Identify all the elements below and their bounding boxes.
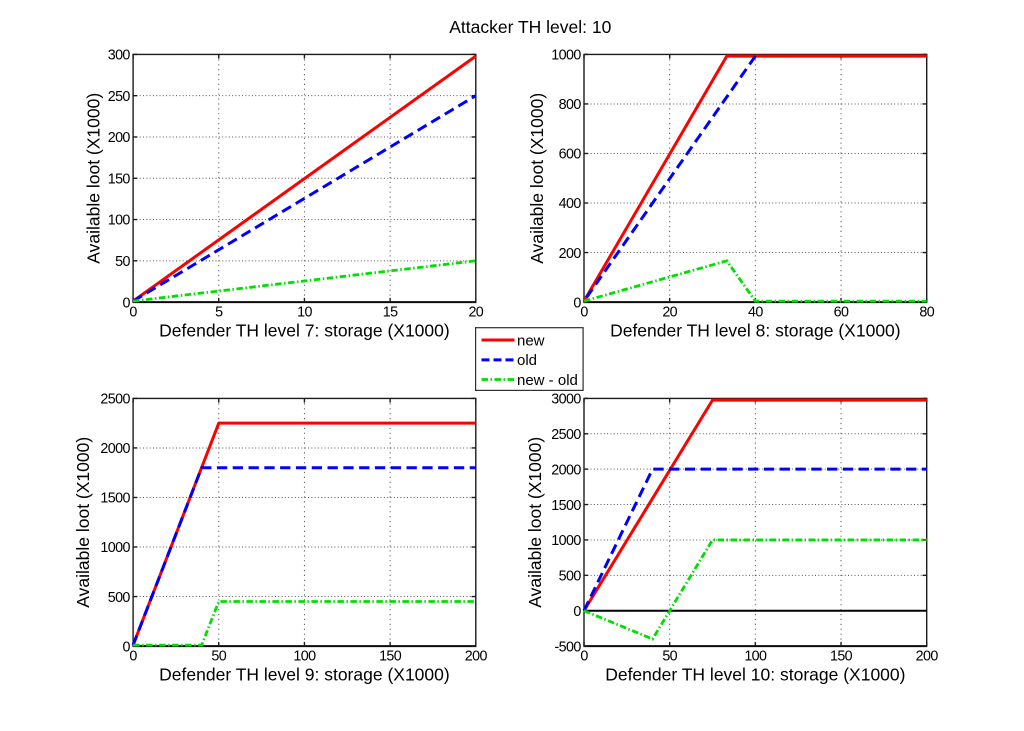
svg-text:250: 250 <box>108 89 131 105</box>
svg-text:0: 0 <box>129 649 137 665</box>
svg-text:10: 10 <box>297 305 312 321</box>
svg-text:20: 20 <box>662 305 677 321</box>
svg-text:Defender TH level 9: storage (: Defender TH level 9: storage (X1000) <box>159 664 450 684</box>
svg-text:2000: 2000 <box>551 462 581 478</box>
svg-text:new - old: new - old <box>517 372 578 389</box>
svg-text:100: 100 <box>293 649 316 665</box>
svg-text:50: 50 <box>115 254 130 270</box>
svg-text:Defender TH level 7: storage (: Defender TH level 7: storage (X1000) <box>159 320 450 340</box>
svg-text:400: 400 <box>559 196 582 212</box>
svg-text:0: 0 <box>129 305 137 321</box>
svg-text:Defender TH level 8: storage (: Defender TH level 8: storage (X1000) <box>610 320 901 340</box>
svg-text:1000: 1000 <box>551 48 581 64</box>
svg-text:100: 100 <box>744 649 767 665</box>
svg-text:20: 20 <box>468 305 483 321</box>
svg-text:60: 60 <box>834 305 849 321</box>
svg-text:Available loot (X1000): Available loot (X1000) <box>525 437 545 608</box>
svg-text:500: 500 <box>108 590 131 606</box>
svg-text:0: 0 <box>573 295 581 311</box>
svg-text:3000: 3000 <box>551 392 581 408</box>
svg-text:1000: 1000 <box>100 540 130 556</box>
svg-text:0: 0 <box>573 604 581 620</box>
svg-text:600: 600 <box>559 147 582 163</box>
svg-text:2500: 2500 <box>100 392 130 408</box>
svg-text:150: 150 <box>830 649 853 665</box>
svg-text:200: 200 <box>916 649 939 665</box>
svg-text:50: 50 <box>662 649 677 665</box>
svg-text:0: 0 <box>122 639 130 655</box>
svg-text:100: 100 <box>108 213 131 229</box>
svg-text:Available loot (X1000): Available loot (X1000) <box>73 437 93 608</box>
svg-text:80: 80 <box>919 305 934 321</box>
svg-text:1500: 1500 <box>100 491 130 507</box>
svg-text:Attacker TH level: 10: Attacker TH level: 10 <box>449 17 611 37</box>
svg-text:Available loot (X1000): Available loot (X1000) <box>84 93 104 264</box>
svg-text:150: 150 <box>108 171 131 187</box>
svg-text:200: 200 <box>559 246 582 262</box>
svg-text:300: 300 <box>108 48 131 64</box>
svg-text:15: 15 <box>383 305 398 321</box>
svg-text:0: 0 <box>580 305 588 321</box>
svg-text:5: 5 <box>215 305 223 321</box>
svg-text:2000: 2000 <box>100 441 130 457</box>
svg-text:50: 50 <box>211 649 226 665</box>
svg-text:200: 200 <box>108 130 131 146</box>
svg-text:40: 40 <box>748 305 763 321</box>
svg-text:800: 800 <box>559 97 582 113</box>
svg-text:500: 500 <box>559 569 582 585</box>
svg-text:2500: 2500 <box>551 427 581 443</box>
svg-text:new: new <box>517 332 545 349</box>
svg-text:0: 0 <box>122 295 130 311</box>
svg-text:Available loot (X1000): Available loot (X1000) <box>527 93 547 264</box>
svg-text:150: 150 <box>379 649 402 665</box>
svg-text:0: 0 <box>580 649 588 665</box>
svg-text:-500: -500 <box>554 639 581 655</box>
svg-text:1500: 1500 <box>551 498 581 514</box>
svg-text:200: 200 <box>465 649 488 665</box>
svg-text:old: old <box>517 352 537 369</box>
svg-text:1000: 1000 <box>551 533 581 549</box>
svg-text:Defender TH level 10: storage: Defender TH level 10: storage (X1000) <box>605 664 905 684</box>
